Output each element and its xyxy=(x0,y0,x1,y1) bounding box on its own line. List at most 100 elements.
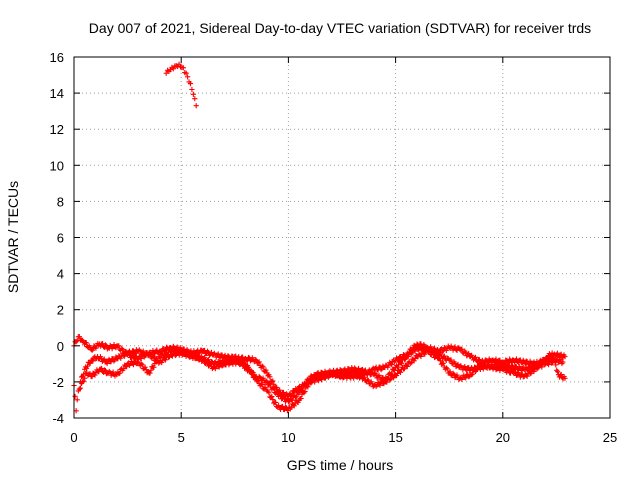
grid-lines xyxy=(74,57,610,418)
data-point xyxy=(176,61,182,67)
data-point-interp xyxy=(270,385,276,391)
data-point xyxy=(193,103,199,109)
data-point-interp xyxy=(122,353,128,359)
data-point-interp xyxy=(288,404,294,410)
data-point-interp xyxy=(365,377,371,383)
data-point-interp xyxy=(378,367,384,373)
data-point-interp xyxy=(298,395,304,402)
data-point-interp xyxy=(444,366,450,372)
data-point xyxy=(180,65,186,71)
data-point-interp xyxy=(212,366,218,372)
data-point-interp xyxy=(117,370,123,376)
chart-title: Day 007 of 2021, Sidereal Day-to-day VTE… xyxy=(89,20,591,36)
data-point-interp xyxy=(239,360,246,366)
data-point-interp xyxy=(295,399,301,405)
axis-ticks xyxy=(73,56,611,419)
data-point-interp xyxy=(558,351,564,357)
data-point-interp xyxy=(81,378,87,384)
data-point-interp xyxy=(502,365,508,371)
data-point-interp xyxy=(514,367,521,373)
data-point-interp xyxy=(116,343,122,349)
data-point-interp xyxy=(531,368,537,375)
data-point-interp xyxy=(387,377,393,383)
data-point-interp xyxy=(415,346,421,353)
data-point-interp xyxy=(147,351,153,357)
data-point-interp xyxy=(174,349,180,355)
data-point-interp xyxy=(377,382,383,388)
data-point-interp xyxy=(376,372,382,378)
data-point-interp xyxy=(84,363,91,369)
data-point-interp xyxy=(139,362,145,368)
data-point-interp xyxy=(192,96,198,102)
data-point-interp xyxy=(462,363,468,370)
data-point-interp xyxy=(401,366,407,372)
data-point-interp xyxy=(99,365,105,372)
data-point-interp xyxy=(525,361,531,367)
data-point-interp xyxy=(270,378,276,384)
data-point-interp xyxy=(439,348,445,354)
data-point-interp xyxy=(528,370,534,376)
data-point-interp xyxy=(76,334,82,340)
data-point-interp xyxy=(409,348,415,354)
data-point-interp xyxy=(351,375,357,381)
data-point-interp xyxy=(119,345,125,352)
y-tick-label: 4 xyxy=(57,267,64,282)
data-point xyxy=(562,354,568,360)
data-point-interp xyxy=(197,350,203,356)
data-point-interp xyxy=(271,385,277,392)
data-point-interp xyxy=(302,382,308,388)
data-point-interp xyxy=(259,381,265,388)
data-point-interp xyxy=(83,340,89,346)
data-point-interp xyxy=(256,373,262,380)
data-point xyxy=(285,399,291,405)
data-point xyxy=(242,364,249,371)
data-point-interp xyxy=(277,391,283,398)
data-point-interp xyxy=(102,342,109,348)
data-point-interp xyxy=(540,359,546,366)
x-tick-label: 0 xyxy=(70,430,77,445)
data-point-interp xyxy=(108,359,114,365)
data-point-interp xyxy=(151,354,157,360)
x-tick-label: 10 xyxy=(281,430,295,445)
data-point-interp xyxy=(138,361,144,367)
data-point-interp xyxy=(130,362,137,368)
data-point-interp xyxy=(536,361,542,367)
data-point-interp xyxy=(259,363,265,369)
data-point-interp xyxy=(269,393,275,400)
data-point-interp xyxy=(553,362,559,368)
data-point-interp xyxy=(216,364,222,370)
data-point-interp xyxy=(441,345,447,351)
data-point-interp xyxy=(321,370,328,377)
y-tick-label: 0 xyxy=(57,339,64,354)
data-point-interp xyxy=(426,347,432,353)
data-point xyxy=(560,359,566,365)
data-point-interp xyxy=(147,370,153,376)
y-tick-label: 6 xyxy=(57,231,64,246)
y-tick-label: 2 xyxy=(57,303,64,318)
data-point-interp xyxy=(76,386,82,392)
data-point-interp xyxy=(441,353,447,359)
data-point-interp xyxy=(140,348,146,354)
data-point-interp xyxy=(89,373,95,380)
data-point-interp xyxy=(201,347,208,354)
data-point-interp xyxy=(405,351,411,358)
data-point-interp xyxy=(289,397,295,403)
data-point-interp xyxy=(332,370,338,376)
data-point-interp xyxy=(273,399,279,406)
data-point-interp xyxy=(267,374,273,380)
data-point-interp xyxy=(463,375,469,381)
data-point-interp xyxy=(267,380,273,387)
y-axis-label: SDTVAR / TECUs xyxy=(5,181,21,293)
data-point-interp xyxy=(276,402,282,409)
data-point-interp xyxy=(455,361,461,367)
data-point-interp xyxy=(364,377,370,383)
data-point-interp xyxy=(391,375,397,381)
data-point-interp xyxy=(118,355,124,361)
data-point-interp xyxy=(163,357,169,363)
data-point-interp xyxy=(107,342,113,349)
data-point-interp xyxy=(384,379,390,385)
data-point-interp xyxy=(397,369,404,375)
data-point-interp xyxy=(319,374,326,380)
data-point-interp xyxy=(150,353,156,359)
